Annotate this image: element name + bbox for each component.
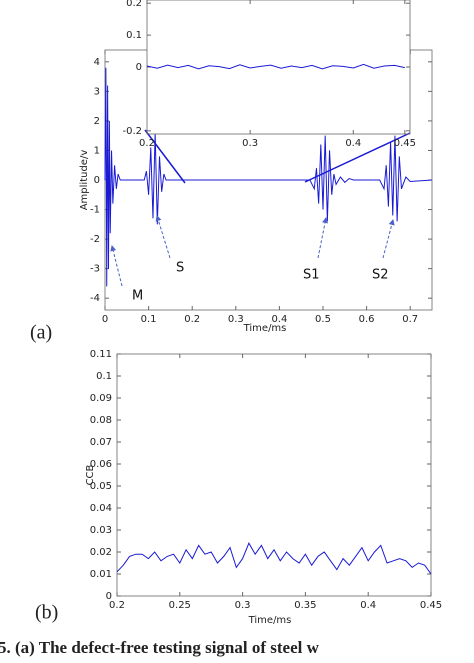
annotation: S1 (303, 268, 320, 283)
y-tick-label: 0.05 (90, 481, 112, 492)
y-tick-label: 0.09 (90, 393, 112, 404)
x-tick-label: 0.2 (109, 600, 125, 611)
x-tick-label: 0.2 (184, 314, 200, 325)
annotation: S2 (372, 268, 389, 283)
plot-frame (116, 353, 432, 597)
x-tick-label: 0.3 (228, 314, 244, 325)
caption: 5. (a) The defect-free testing signal of… (0, 638, 320, 657)
x-tick-label: 0.5 (315, 314, 331, 325)
chart: -4 -3 -2 -1 0 1 2 3 4 0 0.1 0.2 0.3 0.4 0.5 0.6 0.7 Time/… (30, 49, 433, 344)
x-tick-label: 0.3 (242, 138, 258, 149)
x-tick-label: 0.25 (169, 600, 191, 611)
panel-label: (a) (30, 322, 52, 344)
y-tick-label: 0.07 (90, 437, 112, 448)
y-tick-label: 0.03 (90, 525, 112, 536)
x-tick-label: 0.35 (294, 600, 316, 611)
annotation: S (176, 261, 184, 276)
y-tick-label: 1 (94, 145, 100, 156)
zoom-line (144, 129, 186, 184)
arrow (155, 215, 171, 259)
y-tick-label: 4 (94, 57, 100, 68)
arrow (110, 245, 123, 287)
x-tick-label: 0.7 (402, 314, 418, 325)
x-tick-label: 0.1 (141, 314, 157, 325)
y-tick-label: 0 (106, 591, 112, 602)
x-tick-label: 0 (102, 314, 108, 325)
x-tick-label: 0.4 (345, 138, 361, 149)
y-tick-label: 0.08 (90, 415, 112, 426)
x-axis-label: Time/ms (248, 615, 292, 626)
zoom-line (304, 132, 411, 183)
x-tick-label: 0.2 (139, 138, 155, 149)
y-tick-label: -3 (90, 264, 100, 275)
y-tick-label: 0.02 (90, 547, 112, 558)
y-tick-label: 0.06 (90, 459, 112, 470)
x-tick-label: 0.4 (271, 314, 287, 325)
y-tick-label: 0.11 (90, 349, 112, 360)
y-tick-label: 2 (94, 116, 100, 127)
x-tick-label: 0.3 (235, 600, 251, 611)
chart: -0.2 0 0.1 0.2 0.2 0.3 0.4 0.45 (122, 0, 416, 184)
annotation: M (132, 289, 143, 304)
y-tick-label: 0.2 (126, 0, 142, 9)
x-tick-label: 0.4 (360, 600, 376, 611)
arrow (382, 219, 395, 259)
y-tick-label: 0.1 (126, 30, 142, 41)
arrow (317, 217, 328, 259)
panel-label: (b) (35, 602, 58, 624)
y-tick-label: 0.1 (96, 371, 112, 382)
y-axis-label: Amplitude/v (79, 150, 90, 211)
x-tick-label: 0.45 (394, 138, 416, 149)
y-tick-label: -4 (90, 293, 100, 304)
y-tick-label: 0.04 (90, 503, 112, 514)
x-tick-label: 0.45 (420, 600, 442, 611)
y-tick-label: 0.01 (90, 569, 112, 580)
y-tick-label: -1 (90, 205, 100, 216)
y-tick-label: 0 (94, 175, 100, 186)
signal-line (116, 542, 432, 575)
signal-line (146, 63, 405, 70)
x-tick-label: 0.6 (359, 314, 375, 325)
y-tick-label: 0 (136, 62, 142, 73)
signal-line (104, 67, 433, 287)
y-axis-label: CCB (85, 464, 96, 485)
y-tick-label: -2 (90, 234, 100, 245)
y-tick-label: 3 (94, 86, 100, 97)
chart: 0 0.01 0.02 0.03 0.04 0.05 0.06 0.07 0.08 0.09 0.1… (35, 349, 442, 626)
y-tick-label: -0.2 (122, 126, 142, 137)
x-axis-label: Time/ms (243, 323, 287, 334)
